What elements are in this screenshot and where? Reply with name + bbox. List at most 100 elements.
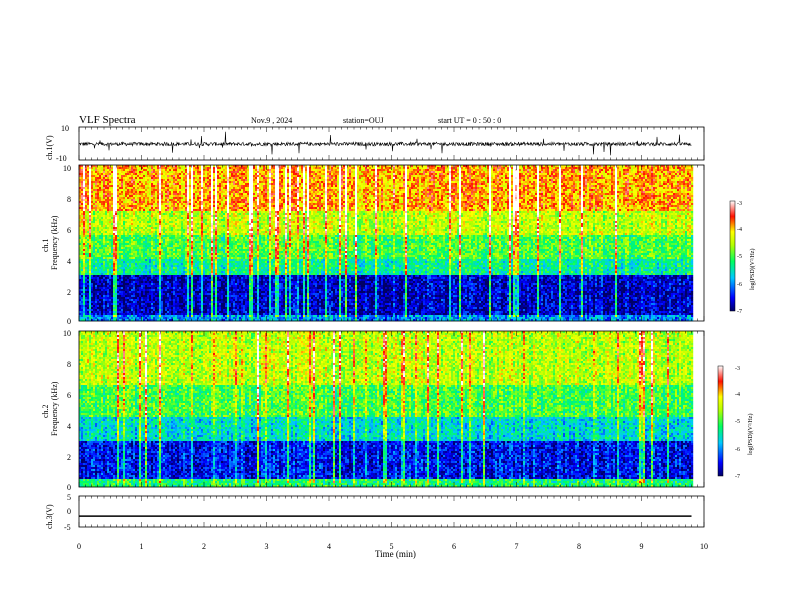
- heatmap-cell: [117, 177, 119, 179]
- heatmap-cell: [95, 211, 97, 213]
- heatmap-cell: [111, 307, 113, 309]
- heatmap-cell: [129, 241, 131, 243]
- heatmap-cell: [93, 199, 95, 201]
- heatmap-cell: [105, 199, 107, 201]
- heatmap-cell: [103, 173, 105, 175]
- heatmap-cell: [109, 279, 111, 281]
- heatmap-cell: [101, 197, 103, 199]
- heatmap-cell: [119, 261, 121, 263]
- heatmap-cell: [139, 183, 141, 185]
- heatmap-cell: [101, 207, 103, 209]
- heatmap-cell: [89, 219, 91, 221]
- heatmap-cell: [121, 183, 123, 185]
- heatmap-cell: [95, 273, 97, 275]
- heatmap-cell: [81, 183, 83, 185]
- heatmap-cell: [83, 201, 85, 203]
- heatmap-cell: [127, 215, 129, 217]
- heatmap-cell: [87, 189, 89, 191]
- heatmap-cell: [109, 297, 111, 299]
- heatmap-cell: [125, 293, 127, 295]
- heatmap-cell: [117, 309, 119, 311]
- heatmap-cell: [85, 255, 87, 257]
- heatmap-cell: [137, 289, 139, 291]
- heatmap-cell: [113, 267, 115, 269]
- heatmap-cell: [121, 219, 123, 221]
- heatmap-cell: [103, 171, 105, 173]
- heatmap-cell: [85, 297, 87, 299]
- heatmap-cell: [109, 185, 111, 187]
- heatmap-cell: [129, 305, 131, 307]
- heatmap-cell: [97, 303, 99, 305]
- heatmap-cell: [127, 267, 129, 269]
- heatmap-cell: [81, 181, 83, 183]
- heatmap-cell: [117, 219, 119, 221]
- heatmap-cell: [107, 295, 109, 297]
- heatmap-cell: [101, 215, 103, 217]
- heatmap-cell: [119, 191, 121, 193]
- heatmap-cell: [125, 275, 127, 277]
- heatmap-cell: [117, 187, 119, 189]
- heatmap-cell: [135, 223, 137, 225]
- heatmap-cell: [101, 225, 103, 227]
- heatmap-cell: [109, 213, 111, 215]
- heatmap-cell: [93, 287, 95, 289]
- heatmap-cell: [111, 205, 113, 207]
- heatmap-cell: [85, 239, 87, 241]
- heatmap-cell: [105, 251, 107, 253]
- heatmap-cell: [105, 309, 107, 311]
- heatmap-cell: [105, 263, 107, 265]
- heatmap-cell: [111, 281, 113, 283]
- heatmap-cell: [99, 181, 101, 183]
- heatmap-cell: [89, 169, 91, 171]
- heatmap-cell: [87, 201, 89, 203]
- heatmap-cell: [89, 313, 91, 315]
- heatmap-cell: [127, 221, 129, 223]
- heatmap-cell: [109, 187, 111, 189]
- heatmap-cell: [123, 293, 125, 295]
- heatmap-cell: [99, 189, 101, 191]
- heatmap-cell: [101, 293, 103, 295]
- heatmap-cell: [101, 259, 103, 261]
- heatmap-cell: [103, 255, 105, 257]
- heatmap-cell: [99, 173, 101, 175]
- heatmap-cell: [107, 279, 109, 281]
- heatmap-cell: [119, 311, 121, 313]
- heatmap-cell: [91, 257, 93, 259]
- heatmap-cell: [117, 279, 119, 281]
- heatmap-cell: [87, 293, 89, 295]
- heatmap-cell: [129, 191, 131, 193]
- heatmap-cell: [109, 253, 111, 255]
- heatmap-cell: [119, 167, 121, 169]
- heatmap-cell: [91, 247, 93, 249]
- heatmap-cell: [107, 215, 109, 217]
- heatmap-cell: [113, 269, 115, 271]
- heatmap-cell: [137, 215, 139, 217]
- heatmap-cell: [137, 305, 139, 307]
- heatmap-cell: [123, 209, 125, 211]
- heatmap-cell: [123, 175, 125, 177]
- heatmap-cell: [91, 233, 93, 235]
- heatmap-cell: [127, 235, 129, 237]
- heatmap-cell: [81, 253, 83, 255]
- heatmap-cell: [99, 269, 101, 271]
- heatmap-cell: [119, 225, 121, 227]
- heatmap-cell: [83, 259, 85, 261]
- heatmap-cell: [99, 231, 101, 233]
- heatmap-cell: [117, 301, 119, 303]
- heatmap-cell: [83, 253, 85, 255]
- heatmap-cell: [119, 233, 121, 235]
- heatmap-cell: [105, 313, 107, 315]
- heatmap-cell: [83, 213, 85, 215]
- heatmap-cell: [113, 171, 115, 173]
- heatmap-cell: [87, 169, 89, 171]
- heatmap-cell: [83, 301, 85, 303]
- heatmap-cell: [95, 173, 97, 175]
- heatmap-cell: [99, 167, 101, 169]
- heatmap-cell: [115, 227, 117, 229]
- heatmap-cell: [133, 227, 135, 229]
- heatmap-cell: [111, 189, 113, 191]
- heatmap-cell: [129, 261, 131, 263]
- heatmap-cell: [137, 243, 139, 245]
- heatmap-cell: [89, 279, 91, 281]
- heatmap-cell: [115, 305, 117, 307]
